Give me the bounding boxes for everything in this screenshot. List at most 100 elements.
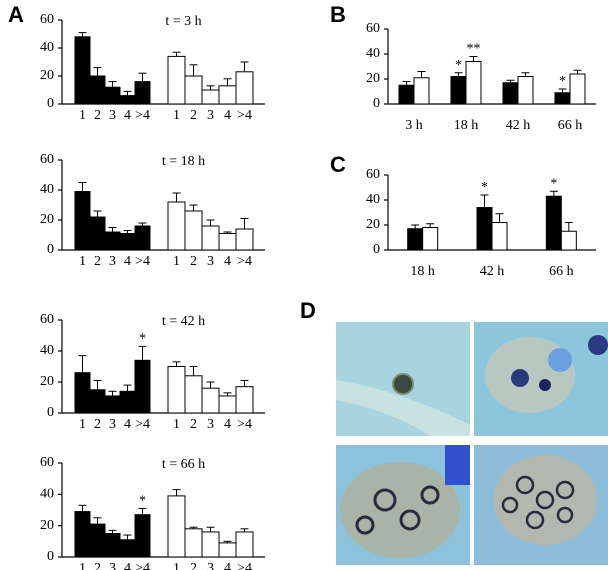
bar [89, 389, 106, 414]
x-tick-label: 1 [173, 417, 180, 432]
x-tick-label: 3 [207, 254, 214, 269]
significance-mark: ** [467, 42, 481, 57]
bar [167, 495, 186, 558]
x-tick-label: 2 [190, 108, 197, 123]
x-tick-label: 4 [124, 561, 131, 570]
x-tick-label: 2 [94, 561, 101, 570]
x-tick-label: 3 h [405, 118, 423, 133]
significance-mark: * [455, 58, 462, 73]
x-tick-label: 4 [124, 417, 131, 432]
spore [556, 506, 574, 524]
y-tick-label: 0 [47, 96, 54, 111]
x-tick-label: 3 [109, 108, 116, 123]
bar [218, 542, 237, 558]
bar [119, 95, 136, 105]
bar [167, 201, 186, 251]
bar [119, 233, 136, 251]
bar [74, 511, 91, 558]
x-tick-label: 4 [124, 254, 131, 269]
chart-title: t = 42 h [162, 314, 205, 329]
x-tick-label: 3 [207, 417, 214, 432]
y-tick-label: 60 [366, 167, 380, 182]
x-tick-label: 2 [190, 561, 197, 570]
bar [74, 36, 91, 105]
y-tick-label: 40 [40, 343, 54, 358]
bar [517, 76, 534, 105]
bar [104, 395, 121, 414]
panel-label: B [330, 2, 346, 27]
x-tick-label: 66 h [558, 118, 583, 133]
y-tick-label: 20 [40, 68, 54, 83]
x-tick-label: 1 [79, 561, 86, 570]
x-tick-label: >4 [135, 254, 150, 269]
bar [491, 222, 508, 251]
x-tick-label: 1 [173, 108, 180, 123]
cell-shape [340, 462, 460, 558]
x-tick-label: >4 [135, 561, 150, 570]
cell-shape [445, 445, 470, 485]
x-tick-label: 4 [224, 417, 231, 432]
bar [104, 231, 121, 251]
bar [119, 390, 136, 414]
y-tick-label: 40 [366, 46, 380, 61]
bar [104, 533, 121, 558]
x-tick-label: 3 [109, 561, 116, 570]
bar [201, 225, 220, 251]
x-tick-label: 3 [109, 417, 116, 432]
x-tick-label: >4 [237, 254, 252, 269]
x-tick-label: 3 [109, 254, 116, 269]
bar [422, 227, 439, 251]
y-tick-label: 60 [40, 12, 54, 27]
x-tick-label: >4 [135, 108, 150, 123]
bar [218, 395, 237, 414]
spore [373, 488, 397, 512]
x-tick-label: 1 [173, 254, 180, 269]
y-tick-label: 60 [40, 152, 54, 167]
y-tick-label: 20 [40, 374, 54, 389]
bar [502, 82, 519, 105]
x-tick-label: 4 [224, 561, 231, 570]
bar [89, 75, 106, 105]
bar [167, 55, 186, 105]
bar [89, 216, 106, 251]
bar [235, 228, 254, 251]
y-tick-label: 40 [366, 192, 380, 207]
bar [545, 195, 562, 251]
y-tick-label: 0 [47, 405, 54, 420]
y-tick-label: 40 [40, 487, 54, 502]
x-tick-label: 1 [79, 108, 86, 123]
bar [184, 528, 203, 558]
chart-title: t = 18 h [162, 154, 205, 169]
spore [535, 490, 555, 510]
spore [525, 510, 545, 530]
bar [167, 366, 186, 414]
spore [548, 348, 572, 372]
bar [134, 359, 151, 414]
x-tick-label: 42 h [506, 118, 531, 133]
x-tick-label: 3 [207, 561, 214, 570]
x-tick-label: 18 h [454, 118, 479, 133]
spore [420, 485, 440, 505]
chart-title: t = 66 h [162, 457, 205, 472]
spore [555, 480, 575, 500]
bar [476, 207, 493, 251]
spore [539, 379, 551, 391]
bar [184, 375, 203, 414]
y-tick-label: 20 [40, 518, 54, 533]
bar [450, 76, 467, 105]
bar [413, 77, 430, 105]
x-tick-label: 66 h [549, 264, 574, 279]
bar [74, 191, 91, 251]
bar [184, 75, 203, 105]
cell-shape [493, 455, 597, 545]
spore [511, 369, 529, 387]
y-tick-label: 60 [40, 312, 54, 327]
bar [89, 523, 106, 558]
x-tick-label: 4 [224, 254, 231, 269]
y-tick-label: 60 [366, 21, 380, 36]
y-tick-label: 0 [47, 242, 54, 257]
x-tick-label: 2 [190, 417, 197, 432]
bar [74, 372, 91, 414]
bar [134, 225, 151, 251]
